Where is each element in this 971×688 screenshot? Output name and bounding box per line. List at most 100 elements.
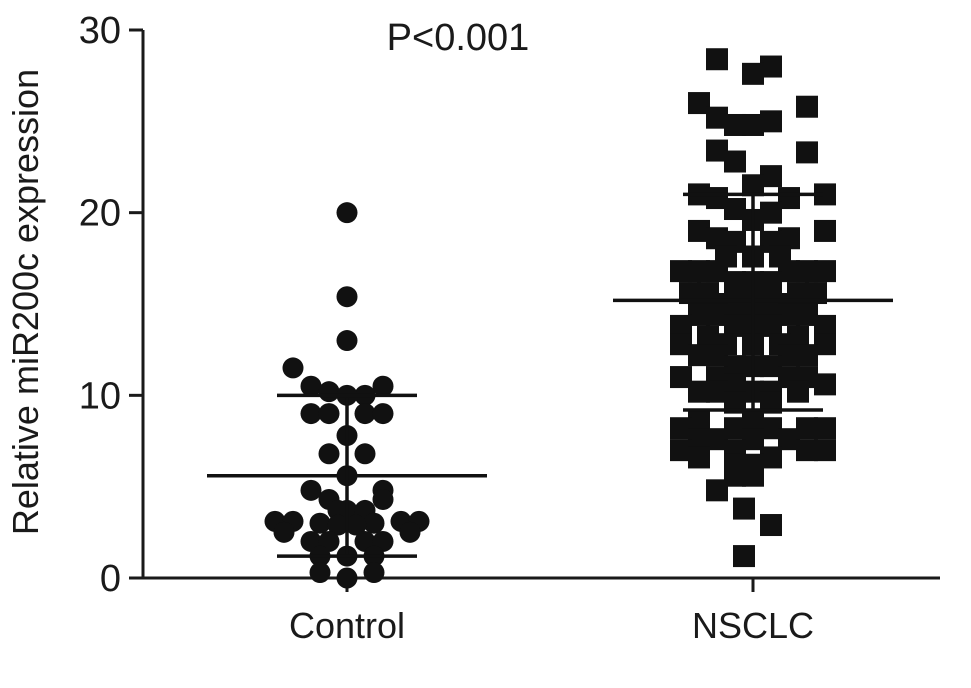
nsclc-point: [697, 282, 719, 305]
nsclc-point: [760, 110, 782, 133]
nsclc-point: [760, 55, 782, 78]
nsclc-point: [670, 333, 692, 356]
control-point: [336, 567, 358, 589]
nsclc-point: [760, 417, 782, 440]
nsclc-point: [814, 333, 836, 356]
nsclc-point: [733, 293, 755, 315]
nsclc-point: [742, 428, 764, 451]
nsclc-point: [688, 380, 710, 403]
nsclc-point: [688, 92, 710, 115]
nsclc-point: [778, 344, 800, 367]
nsclc-point: [679, 282, 701, 305]
nsclc-point: [733, 545, 755, 568]
nsclc-point: [688, 428, 710, 451]
x-tick-label: Control: [289, 605, 405, 646]
control-point: [336, 330, 358, 352]
p-value-annotation: P<0.001: [387, 17, 530, 59]
nsclc-point: [706, 106, 728, 129]
nsclc-point: [778, 303, 800, 326]
nsclc-point: [688, 344, 710, 367]
nsclc-point: [796, 417, 818, 440]
nsclc-point: [706, 344, 728, 367]
control-point: [273, 521, 295, 543]
nsclc-point: [814, 417, 836, 440]
nsclc-point: [724, 150, 746, 173]
nsclc-point: [706, 303, 728, 326]
nsclc-point: [724, 464, 746, 487]
nsclc-point: [742, 174, 764, 197]
mean-sd-bars: [207, 192, 893, 558]
nsclc-point: [787, 325, 809, 348]
nsclc-point: [742, 62, 764, 85]
control-point: [372, 488, 394, 510]
nsclc-point: [814, 373, 836, 396]
nsclc-point: [760, 271, 782, 294]
nsclc-point: [760, 165, 782, 188]
nsclc-point: [688, 409, 710, 432]
nsclc-point: [814, 314, 836, 337]
nsclc-point: [706, 380, 728, 403]
y-tick-label: 30: [79, 10, 121, 52]
nsclc-point: [814, 260, 836, 283]
control-point: [309, 512, 331, 534]
nsclc-point: [724, 271, 746, 294]
nsclc-point: [796, 439, 818, 462]
nsclc-point: [706, 260, 728, 283]
nsclc-point: [724, 355, 746, 378]
nsclc-point: [706, 428, 728, 451]
y-ticks: 0 10 20 30: [79, 10, 143, 600]
nsclc-point: [796, 95, 818, 118]
nsclc-point: [724, 417, 746, 440]
nsclc-point: [706, 227, 728, 250]
control-point: [372, 403, 394, 425]
y-tick-label: 10: [79, 375, 121, 417]
nsclc-point: [814, 183, 836, 206]
nsclc-point: [688, 219, 710, 242]
nsclc-point: [778, 187, 800, 210]
nsclc-point: [760, 391, 782, 414]
nsclc-point: [796, 260, 818, 283]
nsclc-point: [706, 139, 728, 162]
nsclc-point: [742, 409, 764, 432]
nsclc-point: [742, 113, 764, 136]
nsclc-point: [706, 48, 728, 71]
control-point: [372, 375, 394, 397]
axes: 0 10 20 30 Control NSCLC: [79, 10, 940, 646]
control-point: [300, 479, 322, 501]
nsclc-point: [670, 314, 692, 337]
y-tick-label: 0: [100, 558, 121, 600]
nsclc-point: [760, 514, 782, 537]
nsclc-point: [751, 293, 773, 315]
control-point: [327, 514, 349, 536]
x-tick-label: NSCLC: [692, 605, 814, 646]
control-point: [336, 286, 358, 308]
nsclc-point: [796, 303, 818, 326]
control-point: [300, 403, 322, 425]
nsclc-point: [670, 417, 692, 440]
nsclc-point: [796, 344, 818, 367]
control-point: [327, 499, 349, 521]
nsclc-point: [742, 464, 764, 487]
nsclc-point: [724, 391, 746, 414]
nsclc-point: [796, 141, 818, 164]
nsclc-point: [724, 113, 746, 136]
control-point: [309, 562, 331, 584]
control-point: [282, 357, 304, 379]
nsclc-point: [670, 260, 692, 283]
control-point: [318, 443, 340, 465]
nsclc-point: [760, 314, 782, 337]
nsclc-point: [787, 380, 809, 403]
nsclc-point: [724, 314, 746, 337]
nsclc-point: [760, 355, 782, 378]
nsclc-point: [688, 260, 710, 283]
control-point: [318, 403, 340, 425]
data-points: [264, 48, 836, 589]
nsclc-point: [706, 479, 728, 502]
nsclc-point: [760, 201, 782, 224]
control-point: [354, 443, 376, 465]
control-point: [318, 381, 340, 403]
x-ticks: Control NSCLC: [289, 578, 814, 646]
nsclc-point: [760, 446, 782, 469]
nsclc-point: [724, 198, 746, 221]
